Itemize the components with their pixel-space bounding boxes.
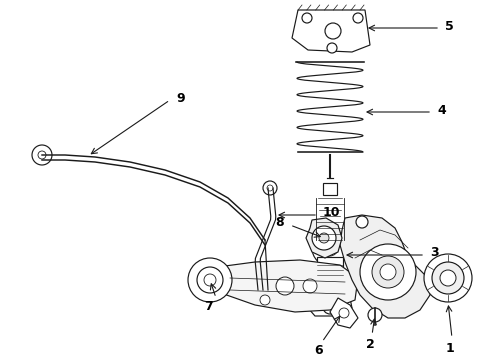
Circle shape xyxy=(267,185,273,191)
Circle shape xyxy=(312,226,336,250)
Text: 2: 2 xyxy=(366,338,374,351)
Text: 5: 5 xyxy=(445,19,454,32)
Circle shape xyxy=(424,254,472,302)
Circle shape xyxy=(257,287,263,293)
Circle shape xyxy=(325,23,341,39)
Circle shape xyxy=(204,274,216,286)
Bar xyxy=(323,183,337,195)
Bar xyxy=(317,257,343,295)
Circle shape xyxy=(380,264,396,280)
Circle shape xyxy=(322,240,338,256)
Circle shape xyxy=(303,279,317,293)
Polygon shape xyxy=(330,298,358,328)
Circle shape xyxy=(432,262,464,294)
Circle shape xyxy=(353,13,363,23)
Polygon shape xyxy=(340,215,430,318)
Circle shape xyxy=(260,295,270,305)
Polygon shape xyxy=(306,218,342,258)
Polygon shape xyxy=(308,298,352,316)
Circle shape xyxy=(368,308,382,322)
Circle shape xyxy=(302,13,312,23)
Circle shape xyxy=(312,230,348,266)
Circle shape xyxy=(38,151,46,159)
Circle shape xyxy=(323,300,337,314)
Circle shape xyxy=(188,258,232,302)
Circle shape xyxy=(327,43,337,53)
Circle shape xyxy=(339,308,349,318)
Circle shape xyxy=(253,283,267,297)
Circle shape xyxy=(32,145,52,165)
Text: 1: 1 xyxy=(445,342,454,355)
Polygon shape xyxy=(206,260,358,312)
Text: 6: 6 xyxy=(315,343,323,356)
Circle shape xyxy=(197,267,223,293)
Text: 7: 7 xyxy=(204,301,212,314)
Circle shape xyxy=(263,181,277,195)
Text: 4: 4 xyxy=(437,104,446,117)
Circle shape xyxy=(372,256,404,288)
Text: 8: 8 xyxy=(276,216,284,229)
Text: 3: 3 xyxy=(430,247,439,260)
Circle shape xyxy=(440,270,456,286)
Circle shape xyxy=(276,277,294,295)
Circle shape xyxy=(356,216,368,228)
Polygon shape xyxy=(292,10,370,52)
Circle shape xyxy=(319,233,329,243)
Text: 10: 10 xyxy=(323,207,341,220)
Circle shape xyxy=(360,244,416,300)
Text: 9: 9 xyxy=(176,91,185,104)
